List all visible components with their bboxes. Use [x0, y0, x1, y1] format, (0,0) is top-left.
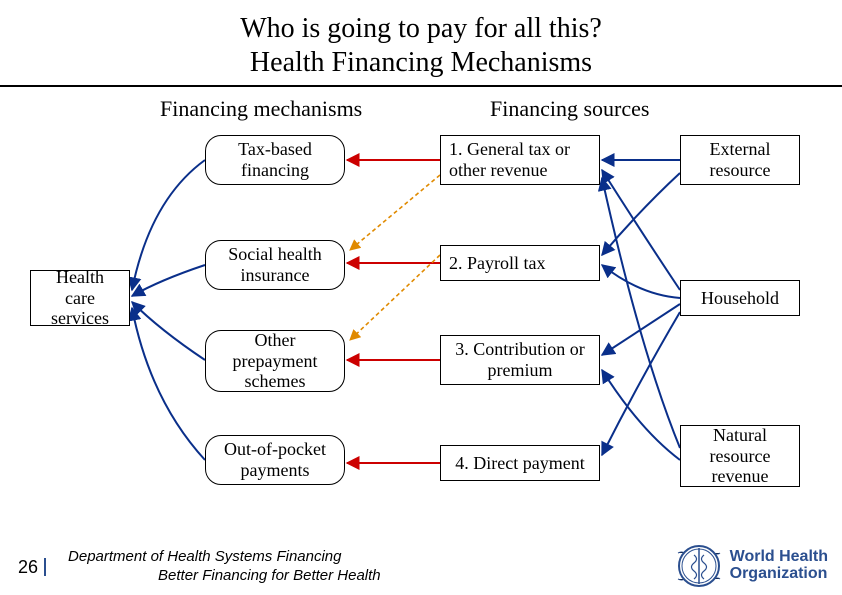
node-source-premium: 3. Contribution or premium	[440, 335, 600, 385]
department-label: Department of Health Systems Financing B…	[68, 548, 381, 586]
node-health-care-services: Health care services	[30, 270, 130, 326]
page-number-divider	[44, 558, 46, 576]
subhead-sources: Financing sources	[490, 96, 649, 122]
node-mechanism-shi: Social health insurance	[205, 240, 345, 290]
who-logo: World Health Organization	[676, 543, 828, 589]
who-logo-text: World Health Organization	[730, 549, 828, 583]
org-line-1: World Health	[730, 548, 828, 565]
node-source-tax: 1. General tax or other revenue	[440, 135, 600, 185]
node-mechanism-oop: Out-of-pocket payments	[205, 435, 345, 485]
who-emblem-icon	[676, 543, 722, 589]
node-source-direct: 4. Direct payment	[440, 445, 600, 481]
node-mechanism-tax: Tax-based financing	[205, 135, 345, 185]
page-title: Who is going to pay for all this? Health…	[0, 0, 842, 79]
node-right-household: Household	[680, 280, 800, 316]
title-rule	[0, 85, 842, 87]
subhead-mechanisms: Financing mechanisms	[160, 96, 362, 122]
org-line-2: Organization	[730, 565, 828, 582]
node-mechanism-prepay: Other prepayment schemes	[205, 330, 345, 392]
dept-line-1: Department of Health Systems Financing	[68, 548, 341, 565]
page-number: 26	[18, 557, 38, 578]
node-right-natural: Natural resource revenue	[680, 425, 800, 487]
node-source-payroll: 2. Payroll tax	[440, 245, 600, 281]
node-right-external: External resource	[680, 135, 800, 185]
dept-line-2: Better Financing for Better Health	[68, 567, 381, 586]
footer: 26 Department of Health Systems Financin…	[0, 539, 842, 595]
title-line-1: Who is going to pay for all this?	[240, 13, 602, 44]
title-line-2: Health Financing Mechanisms	[250, 47, 592, 78]
